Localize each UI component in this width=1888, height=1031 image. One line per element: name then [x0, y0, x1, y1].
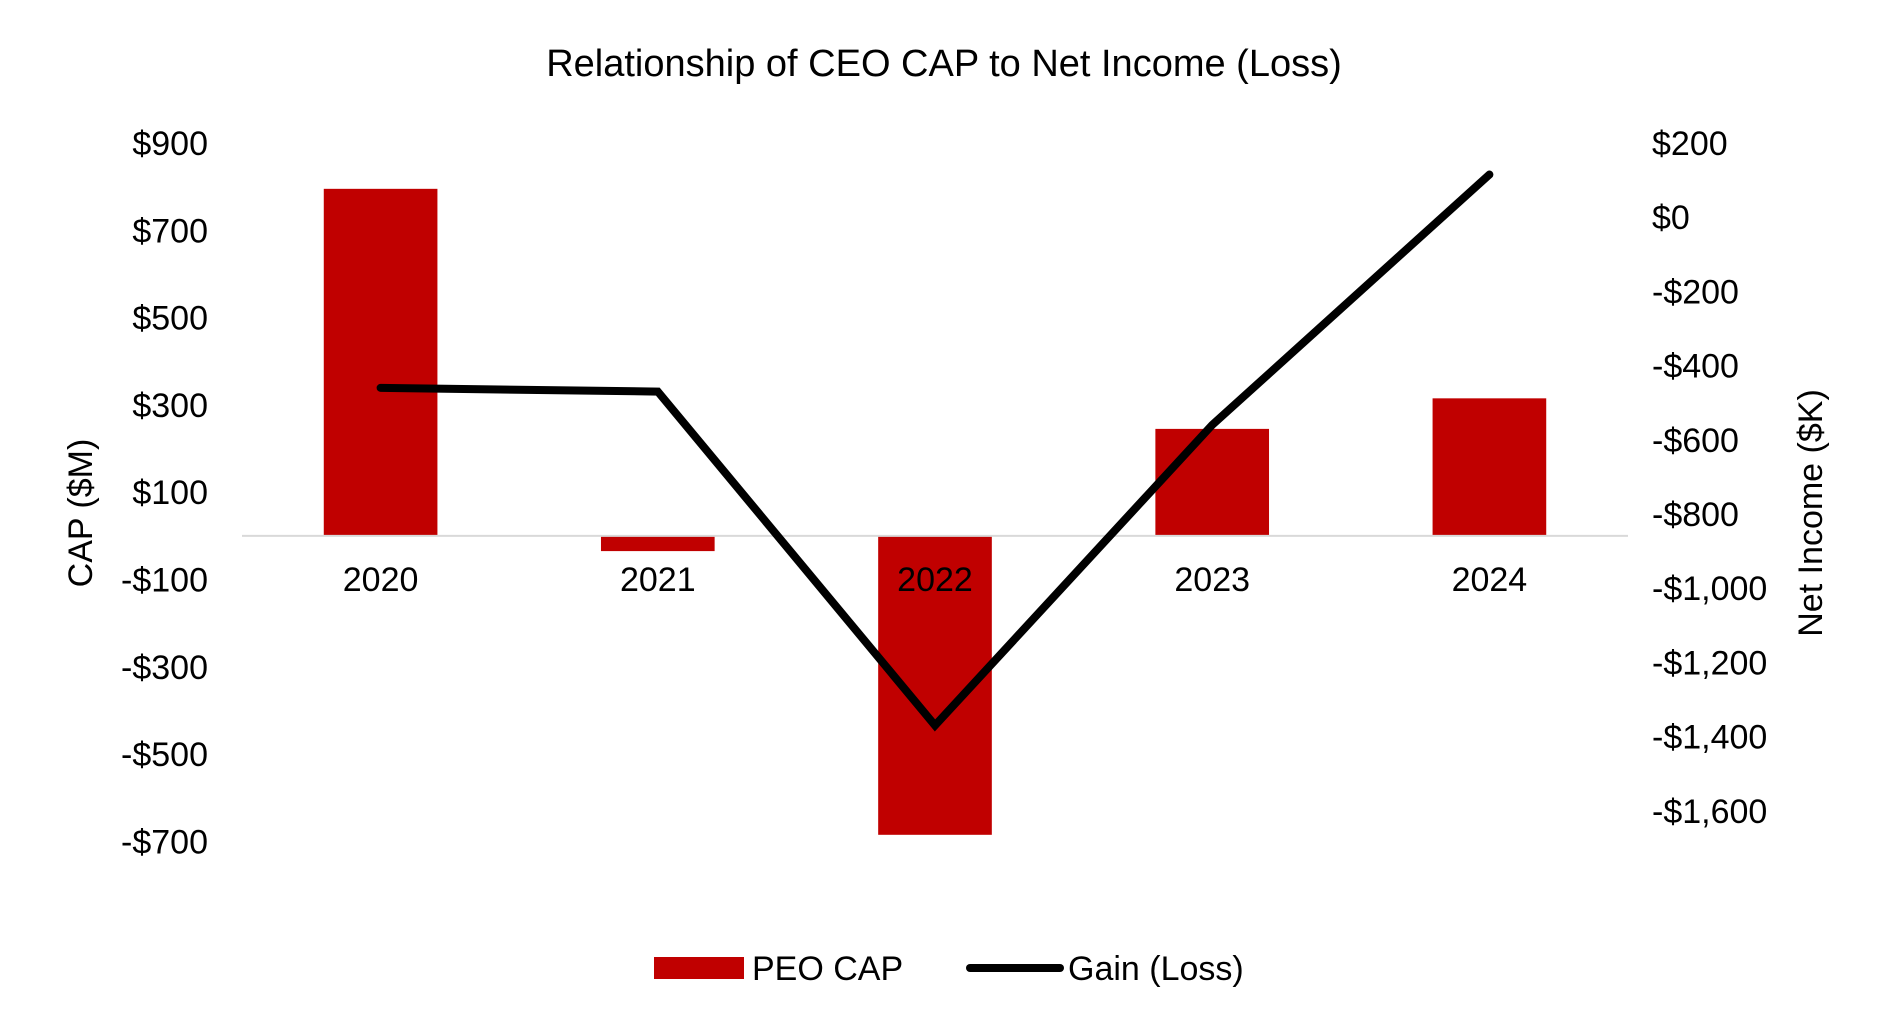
y-axis-left-ticks: $900 $700 $500 $300 $100 -$100 -$300 -$500 -$700 — [121, 125, 208, 861]
y-right-tick-label: -$400 — [1652, 348, 1739, 386]
x-axis-category-labels: 2020 2021 2022 2023 2024 — [343, 561, 1527, 599]
y-left-tick-label: $100 — [132, 474, 208, 512]
y-left-tick-label: $500 — [132, 300, 208, 338]
bar-2024 — [1432, 398, 1547, 536]
y-right-tick-label: -$1,600 — [1652, 793, 1767, 831]
chart-title: Relationship of CEO CAP to Net Income (L… — [546, 43, 1342, 85]
y-axis-right-label: Net Income ($K) — [1792, 389, 1830, 637]
y-left-tick-label: $300 — [132, 387, 208, 425]
y-left-tick-label: -$300 — [121, 649, 208, 687]
y-right-tick-label: -$600 — [1652, 422, 1739, 460]
y-left-tick-label: -$500 — [121, 736, 208, 774]
legend-swatch-peo-cap — [654, 957, 744, 979]
y-left-tick-label: -$100 — [121, 561, 208, 599]
x-tick-label-2024: 2024 — [1452, 561, 1528, 599]
y-right-tick-label: $0 — [1652, 199, 1690, 237]
y-left-tick-label: $900 — [132, 125, 208, 163]
x-tick-label-2020: 2020 — [343, 561, 419, 599]
y-right-tick-label: -$1,200 — [1652, 644, 1767, 682]
y-right-tick-label: -$1,000 — [1652, 570, 1767, 608]
legend: PEO CAP Gain (Loss) — [654, 950, 1244, 988]
bar-2020 — [323, 188, 438, 536]
x-tick-label-2023: 2023 — [1174, 561, 1250, 599]
bar-2023 — [1155, 428, 1270, 536]
y-right-tick-label: $200 — [1652, 125, 1728, 163]
line-series — [376, 170, 1494, 732]
y-right-tick-label: -$200 — [1652, 273, 1739, 311]
legend-label-peo-cap: PEO CAP — [752, 950, 903, 988]
y-right-tick-label: -$1,400 — [1652, 719, 1767, 757]
y-left-tick-label: $700 — [132, 212, 208, 250]
y-right-tick-label: -$800 — [1652, 496, 1739, 534]
y-axis-right-ticks: $200 $0 -$200 -$400 -$600 -$800 -$1,000 -$1,200… — [1652, 125, 1767, 831]
x-tick-label-2022: 2022 — [897, 561, 973, 599]
gain-loss-line — [376, 170, 1494, 732]
y-left-tick-label: -$700 — [121, 823, 208, 861]
legend-label-gain-loss: Gain (Loss) — [1068, 950, 1244, 988]
bar-2021 — [600, 535, 715, 552]
y-axis-left-label: CAP ($M) — [62, 439, 100, 588]
x-tick-label-2021: 2021 — [620, 561, 696, 599]
